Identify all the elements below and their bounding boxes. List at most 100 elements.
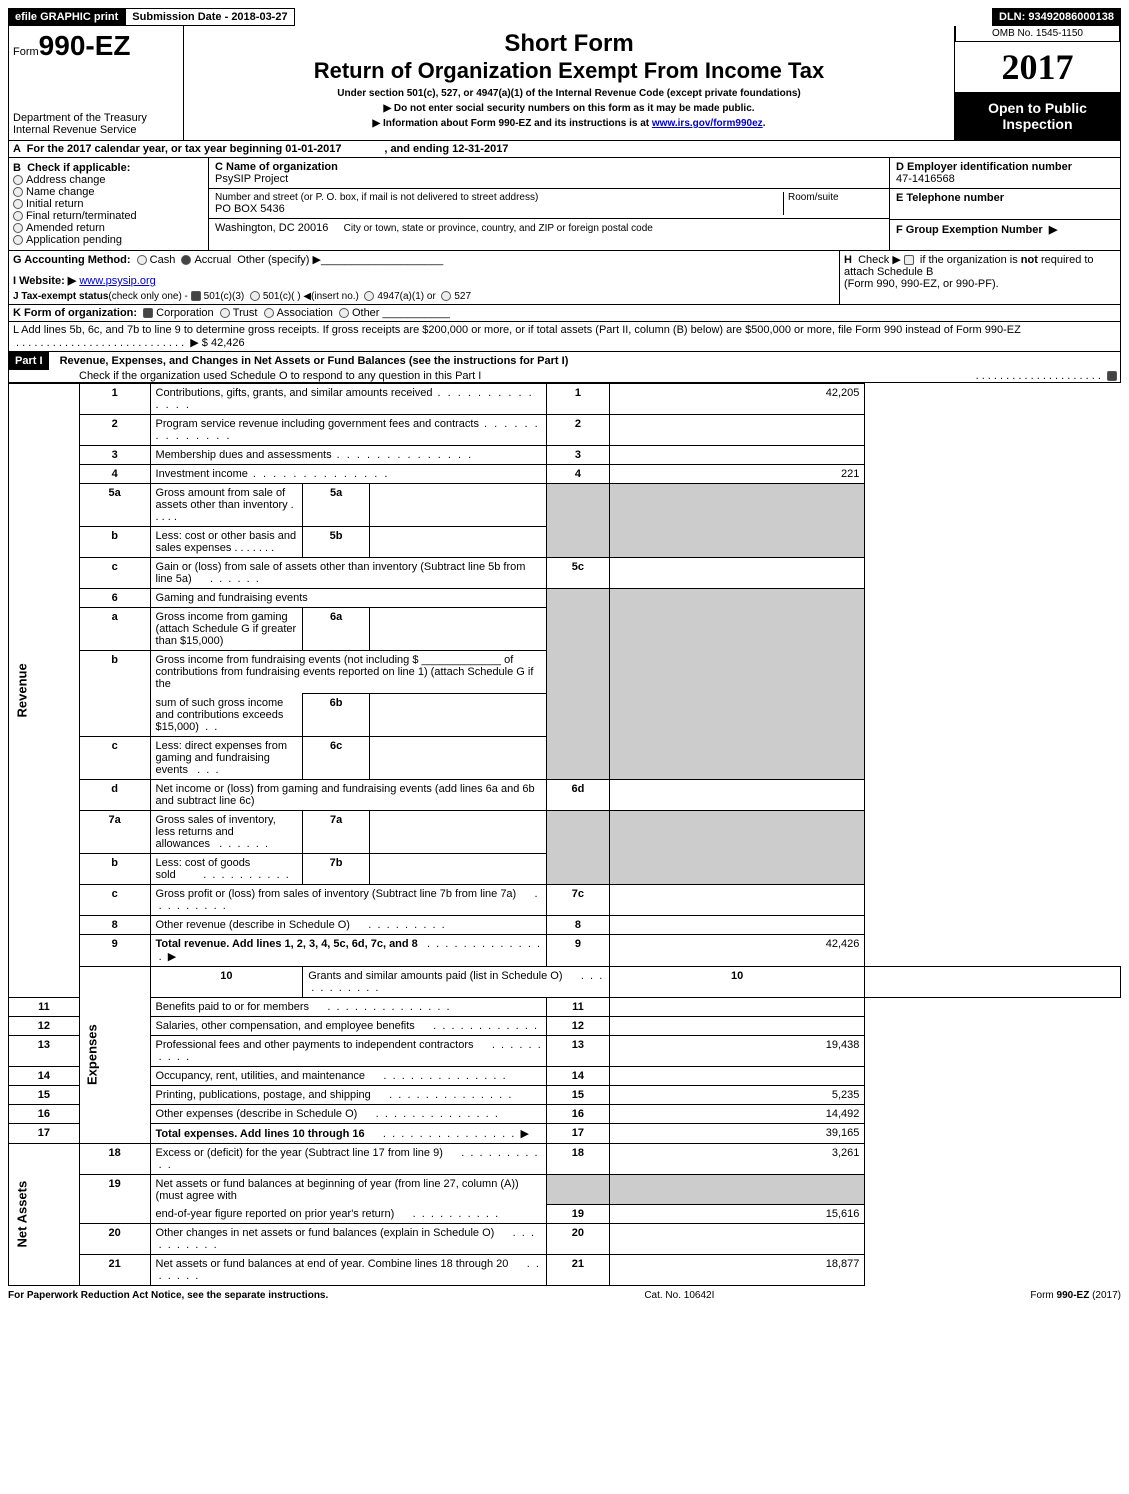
d13: Professional fees and other payments to … xyxy=(156,1039,474,1051)
chk-corp[interactable] xyxy=(143,308,153,318)
footer-left: For Paperwork Reduction Act Notice, see … xyxy=(8,1290,328,1301)
l-text: L Add lines 5b, 6c, and 7b to line 9 to … xyxy=(13,324,1021,336)
d7c: Gross profit or (loss) from sales of inv… xyxy=(156,888,517,900)
j-501c: 501(c)( ) ◀(insert no.) xyxy=(263,291,359,302)
d10: Grants and similar amounts paid (list in… xyxy=(308,970,562,982)
form-number-text: 990-EZ xyxy=(39,30,131,61)
d15: Printing, publications, postage, and shi… xyxy=(156,1089,371,1101)
room-label: Room/suite xyxy=(788,192,883,203)
side-rev: Revenue xyxy=(9,384,80,998)
d6d: Net income or (loss) from gaming and fun… xyxy=(150,779,546,810)
chk-527[interactable] xyxy=(441,291,451,301)
line-k: K Form of organization: Corporation Trus… xyxy=(8,305,1121,322)
d18: Excess or (deficit) for the year (Subtra… xyxy=(156,1147,443,1159)
j-501c3: 501(c)(3) xyxy=(204,291,245,302)
h-label: H xyxy=(844,254,852,266)
chk-cash[interactable] xyxy=(137,255,147,265)
e-label: E Telephone number xyxy=(896,192,1114,204)
g-other: Other (specify) ▶ xyxy=(237,254,321,266)
a4: 221 xyxy=(609,465,865,484)
chk-h[interactable] xyxy=(904,255,914,265)
h-text2: if the organization is xyxy=(920,254,1021,266)
i-label: I Website: ▶ xyxy=(13,275,76,287)
h-not: not xyxy=(1021,254,1038,266)
line-a-text: For the 2017 calendar year, or tax year … xyxy=(27,143,342,155)
d5c: Gain or (loss) from sale of assets other… xyxy=(156,561,526,585)
section-def: D Employer identification number 47-1416… xyxy=(890,158,1120,250)
part1-badge: Part I xyxy=(9,352,49,370)
street-label: Number and street (or P. O. box, if mail… xyxy=(215,192,783,203)
d6b1: Gross income from fundraising events (no… xyxy=(156,654,419,666)
d19: Net assets or fund balances at beginning… xyxy=(150,1174,546,1205)
form990ez-link[interactable]: www.irs.gov/form990ez xyxy=(652,118,763,129)
efile-badge: efile GRAPHIC print xyxy=(8,8,125,26)
chk-501c[interactable] xyxy=(250,291,260,301)
form-number: Form990-EZ xyxy=(13,30,179,62)
d16: Other expenses (describe in Schedule O) xyxy=(156,1108,358,1120)
side-net: Net Assets xyxy=(9,1143,80,1286)
d20: Other changes in net assets or fund bala… xyxy=(156,1227,495,1239)
chk-amended[interactable] xyxy=(13,223,23,233)
chk-pending[interactable] xyxy=(13,235,23,245)
tax-year: 2017 xyxy=(955,42,1120,92)
a16: 14,492 xyxy=(609,1104,865,1123)
d8: Other revenue (describe in Schedule O) xyxy=(156,919,350,931)
section-c: C Name of organization PsySIP Project Nu… xyxy=(209,158,890,250)
b-label: Check if applicable: xyxy=(27,162,130,174)
f-label: F Group Exemption Number xyxy=(896,224,1043,236)
chk-trust[interactable] xyxy=(220,308,230,318)
chk-501c3[interactable] xyxy=(191,291,201,301)
h-text4: (Form 990, 990-EZ, or 990-PF). xyxy=(844,278,999,290)
dept-treasury: Department of the Treasury xyxy=(13,112,179,124)
d19b: end-of-year figure reported on prior yea… xyxy=(156,1208,395,1220)
j-paren: (check only one) - xyxy=(108,291,187,302)
city-label: City or town, state or province, country… xyxy=(344,223,653,234)
top-bar: efile GRAPHIC print Submission Date - 20… xyxy=(8,8,1121,26)
open-public-inspection: Open to Public Inspection xyxy=(955,92,1120,140)
k-assoc: Association xyxy=(277,307,333,319)
d7a: Gross sales of inventory, less returns a… xyxy=(156,814,276,850)
line-l: L Add lines 5b, 6c, and 7b to line 9 to … xyxy=(8,322,1121,352)
a9: 42,426 xyxy=(609,934,865,966)
form-prefix: Form xyxy=(13,46,39,58)
chk-name-change[interactable] xyxy=(13,187,23,197)
opt-initial: Initial return xyxy=(26,198,83,210)
d7b: Less: cost of goods sold xyxy=(156,857,251,881)
chk-initial-return[interactable] xyxy=(13,199,23,209)
section-b: B Check if applicable: Address change Na… xyxy=(9,158,209,250)
c-name-label: C Name of organization xyxy=(215,161,883,173)
short-form-title: Short Form xyxy=(188,30,950,58)
submission-date: Submission Date - 2018-03-27 xyxy=(125,8,294,26)
f-arrow: ▶ xyxy=(1049,224,1057,236)
k-trust: Trust xyxy=(233,307,258,319)
row-gh: G Accounting Method: Cash Accrual Other … xyxy=(8,251,1121,305)
d4: Investment income xyxy=(156,468,248,480)
form-header: Form990-EZ Department of the Treasury In… xyxy=(8,26,1121,141)
d17: Total expenses. Add lines 10 through 16 xyxy=(156,1128,365,1140)
street-value: PO BOX 5436 xyxy=(215,203,783,215)
chk-final-return[interactable] xyxy=(13,211,23,221)
org-name: PsySIP Project xyxy=(215,173,883,185)
website-link[interactable]: www.psysip.org xyxy=(79,275,155,287)
chk-accrual[interactable] xyxy=(181,255,191,265)
chk-assoc[interactable] xyxy=(264,308,274,318)
d5b: Less: cost or other basis and sales expe… xyxy=(156,530,297,554)
info-line: ▶ Information about Form 990-EZ and its … xyxy=(188,118,950,129)
d1: Contributions, gifts, grants, and simila… xyxy=(156,387,433,399)
d5a: Gross amount from sale of assets other t… xyxy=(156,487,288,511)
opt-address: Address change xyxy=(26,174,106,186)
footer-right: Form 990-EZ (2017) xyxy=(1030,1290,1121,1301)
chk-address-change[interactable] xyxy=(13,175,23,185)
chk-other-org[interactable] xyxy=(339,308,349,318)
a13: 19,438 xyxy=(609,1035,865,1066)
d6: Gaming and fundraising events xyxy=(150,589,546,608)
g-label: G Accounting Method: xyxy=(13,254,131,266)
info-pre: ▶ Information about Form 990-EZ and its … xyxy=(373,118,652,129)
chk-part1-schedo[interactable] xyxy=(1107,371,1117,381)
a1: 42,205 xyxy=(609,384,865,415)
d11: Benefits paid to or for members xyxy=(156,1001,309,1013)
footer-right-form: 990-EZ xyxy=(1057,1290,1090,1301)
chk-4947[interactable] xyxy=(364,291,374,301)
a15: 5,235 xyxy=(609,1085,865,1104)
j-527: 527 xyxy=(454,291,471,302)
